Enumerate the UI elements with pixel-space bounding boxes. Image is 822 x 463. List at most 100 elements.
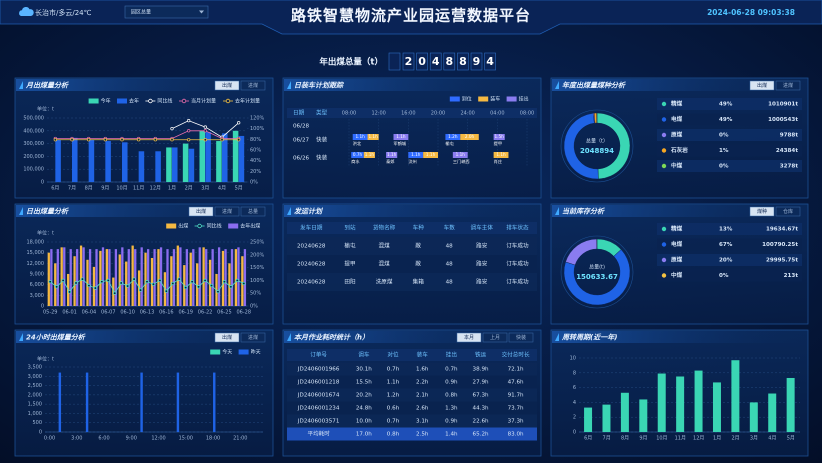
table-cell: 44.3h — [473, 406, 489, 412]
control-button[interactable] — [240, 206, 266, 217]
scope-label[interactable]: 园区总量 — [131, 9, 151, 16]
footer-cell: 平均耗时 — [307, 430, 330, 438]
bar — [217, 247, 221, 306]
legend-dot — [661, 148, 667, 153]
gantt-bar — [352, 134, 368, 140]
bar — [238, 135, 245, 182]
legend-label: 去年计划量 — [235, 98, 260, 105]
control-label[interactable]: 进煤 — [783, 82, 793, 89]
legend-swatch — [449, 96, 460, 102]
bar — [114, 249, 118, 306]
gantt-bar-label: 1.1h — [365, 152, 375, 157]
value-label: 1010901t — [768, 102, 798, 108]
control-button[interactable] — [240, 80, 266, 91]
control-button[interactable] — [214, 80, 240, 91]
control-label[interactable]: 出煤 — [222, 334, 232, 341]
bar — [205, 249, 208, 306]
gantt-bar-label: 0.7h — [353, 152, 363, 157]
control-label[interactable]: 进煤 — [248, 82, 258, 89]
control-button[interactable] — [775, 206, 801, 217]
gantt-site: 泰郊 — [386, 158, 394, 165]
line-point — [48, 280, 52, 284]
line-point — [170, 127, 174, 131]
control-button[interactable] — [482, 332, 508, 343]
control-button[interactable] — [749, 80, 775, 91]
table-header — [287, 108, 537, 118]
legend-name: 精煤 — [671, 225, 683, 233]
line-point — [235, 278, 239, 283]
table-row — [287, 375, 537, 389]
bar — [73, 256, 76, 306]
legend-row — [657, 129, 802, 141]
line-point — [100, 280, 104, 284]
table-cell: 榆屯 — [344, 242, 356, 250]
control-label[interactable]: 出煤 — [222, 82, 232, 89]
panel-frame — [14, 329, 274, 457]
footer-cell: 0.8h — [387, 432, 400, 438]
bar — [112, 277, 115, 306]
control-button[interactable] — [508, 332, 534, 343]
control-label[interactable]: 出煤 — [757, 82, 767, 89]
table-cell: 22.6h — [473, 419, 489, 425]
control-label[interactable]: 仓库 — [783, 208, 793, 215]
gantt-bar-label: 1.1h — [355, 134, 365, 139]
control-label[interactable]: 进煤 — [248, 334, 258, 341]
column-header: 类型 — [316, 109, 328, 117]
control-button[interactable] — [214, 332, 240, 343]
bar — [85, 372, 89, 432]
digit: 0 — [418, 55, 426, 68]
bar — [232, 130, 239, 182]
table-cell: 37.3h — [508, 419, 524, 425]
control-button[interactable] — [214, 206, 240, 217]
control-label[interactable]: 出煤 — [196, 208, 206, 215]
scope-select[interactable] — [124, 5, 209, 19]
bar — [230, 249, 234, 306]
table-cell: 路安 — [476, 242, 488, 250]
bar — [196, 263, 199, 306]
control-label[interactable]: 煤种 — [757, 208, 767, 215]
column-header: 交付总时长 — [502, 351, 530, 359]
control-label[interactable]: 进煤 — [222, 208, 232, 215]
table-cell: 0.7h — [387, 419, 400, 425]
bar — [179, 247, 182, 306]
digit-box — [484, 52, 496, 71]
y-tick-label: 2,000 — [28, 392, 42, 398]
legend-row — [657, 223, 802, 235]
legend-swatch — [478, 96, 489, 102]
value-label: 24384t — [776, 148, 798, 154]
x-tick-label: 9月 — [639, 436, 647, 442]
bar — [221, 250, 225, 306]
table-cell: 47.6h — [508, 380, 524, 386]
x-tick-label: 0:00 — [44, 436, 55, 442]
panel-header — [552, 331, 807, 343]
control-label[interactable]: 本月 — [464, 334, 474, 341]
control-button[interactable] — [456, 332, 482, 343]
control-label[interactable]: 总量 — [248, 208, 258, 215]
y-tick-label: 2 — [573, 415, 576, 421]
control-label[interactable]: 快装 — [516, 334, 526, 341]
table-cell: 15.5h — [356, 380, 372, 386]
digit-box — [457, 52, 469, 71]
control-button[interactable] — [240, 332, 266, 343]
digit-box — [416, 52, 428, 71]
control-button[interactable] — [775, 80, 801, 91]
bar — [105, 249, 108, 306]
share-label: 20% — [719, 258, 733, 264]
bar — [86, 259, 89, 306]
control-button[interactable] — [749, 206, 775, 217]
table-cell: 20240628 — [297, 244, 326, 250]
line-point — [153, 138, 157, 142]
control-button[interactable] — [188, 206, 214, 217]
bar — [140, 372, 143, 432]
legend-name: 原煤 — [671, 131, 683, 139]
control-label[interactable]: 上月 — [490, 334, 500, 341]
x-tick-label: 11月 — [675, 436, 686, 442]
x-tick-label: 12月 — [150, 186, 161, 192]
x-tick-label: 15:00 — [179, 436, 193, 442]
bar — [786, 377, 795, 432]
share-label: 0% — [719, 273, 729, 279]
bar — [237, 247, 240, 306]
bar — [768, 393, 777, 432]
line-point — [222, 280, 227, 284]
value-label: 3278t — [780, 164, 799, 170]
